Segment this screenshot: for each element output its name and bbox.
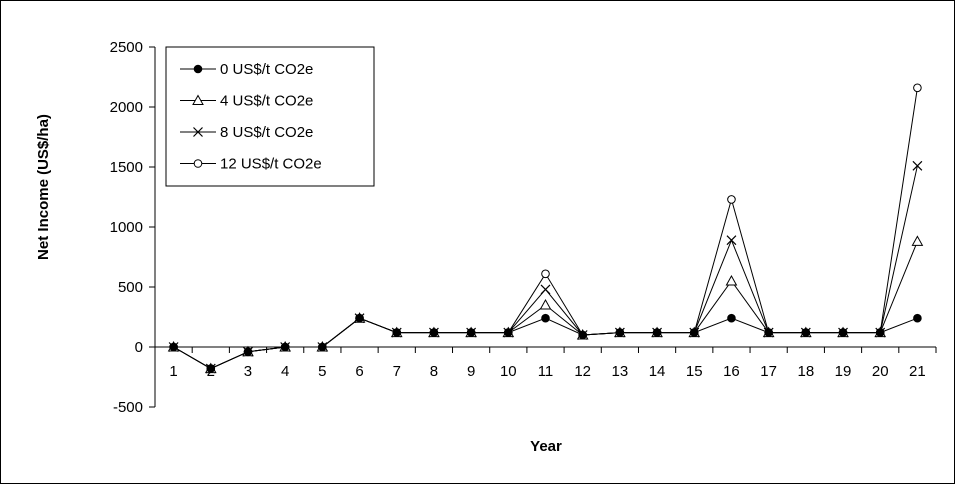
legend: 0 US$/t CO2e 4 US$/t CO2e 8 US$/t CO2e 12 U…	[165, 46, 375, 187]
data-point	[206, 364, 216, 373]
data-point	[540, 284, 551, 295]
legend-label: 4 US$/t CO2e	[220, 93, 313, 110]
x-tick-label: 16	[723, 363, 740, 380]
y-tick-label: -500	[113, 399, 143, 416]
y-tick-label: 2000	[110, 99, 143, 116]
legend-label: 8 US$/t CO2e	[220, 124, 313, 141]
data-point	[727, 195, 736, 204]
x-tick-label: 14	[649, 363, 666, 380]
legend-item: 0 US$/t CO2e	[180, 61, 313, 78]
x-tick-label: 7	[393, 363, 401, 380]
x-tick-label: 18	[797, 363, 814, 380]
data-point	[193, 159, 203, 168]
data-point	[504, 328, 513, 337]
data-point	[541, 313, 550, 323]
series-4-usd	[167, 235, 924, 374]
y-axis-title: Net Income (US$/ha)	[35, 114, 52, 260]
data-point	[280, 342, 290, 352]
data-point	[355, 313, 364, 323]
series-0-usd	[169, 313, 922, 373]
data-point	[912, 160, 923, 171]
data-point	[764, 328, 773, 337]
data-point	[193, 64, 203, 74]
y-tick-label: 0	[135, 339, 143, 356]
legend-label: 0 US$/t CO2e	[220, 61, 313, 78]
data-point	[429, 328, 439, 337]
x-tick-label: 19	[835, 363, 852, 380]
data-point	[911, 235, 924, 246]
data-point	[801, 328, 811, 337]
data-point	[169, 342, 178, 352]
x-tick-label: 5	[318, 363, 326, 380]
data-point	[578, 330, 587, 340]
data-point	[838, 328, 848, 337]
data-point	[392, 328, 402, 337]
y-tick-label: 1000	[110, 219, 143, 236]
series-layer	[167, 83, 924, 374]
data-point	[652, 328, 662, 337]
x-tick-label: 17	[760, 363, 777, 380]
x-tick-label: 8	[430, 363, 438, 380]
data-point	[539, 298, 552, 310]
series-8-usd	[168, 160, 923, 374]
legend-item: 4 US$/t CO2e	[180, 93, 313, 110]
x-tick-label: 12	[574, 363, 591, 380]
x-tick-label: 1	[169, 363, 177, 380]
data-point	[541, 269, 550, 279]
data-point	[913, 313, 922, 323]
x-tick-label: 9	[467, 363, 475, 380]
data-point	[689, 328, 699, 337]
data-point	[192, 94, 204, 105]
x-tick-label: 10	[500, 363, 517, 380]
x-tick-label: 21	[909, 363, 926, 380]
data-point	[725, 274, 738, 286]
x-axis-ticks: 123456789101112131415161718192021	[154, 347, 937, 380]
data-point	[727, 313, 736, 323]
x-tick-label: 4	[281, 363, 289, 380]
data-point	[466, 328, 476, 337]
data-point	[193, 127, 203, 137]
y-tick-label: 500	[118, 279, 143, 296]
y-tick-label: 1500	[110, 159, 143, 176]
data-point	[726, 235, 737, 246]
data-point	[615, 328, 625, 337]
legend-item: 8 US$/t CO2e	[180, 124, 313, 141]
x-tick-label: 15	[686, 363, 703, 380]
series-line	[173, 165, 918, 370]
x-axis-title: Year	[530, 438, 562, 455]
x-tick-label: 6	[355, 363, 363, 380]
data-point	[913, 83, 922, 93]
data-point	[875, 328, 885, 337]
data-point	[243, 347, 253, 357]
y-tick-label: 2500	[110, 39, 143, 56]
x-tick-label: 11	[538, 363, 554, 380]
legend-item: 12 US$/t CO2e	[180, 156, 322, 173]
x-tick-label: 13	[612, 363, 629, 380]
legend-label: 12 US$/t CO2e	[220, 156, 322, 173]
data-point	[318, 342, 327, 352]
y-axis-ticks: -500 0 500 1000 1500 2000 2500	[110, 39, 155, 416]
x-tick-label: 20	[872, 363, 889, 380]
x-tick-label: 3	[244, 363, 252, 380]
